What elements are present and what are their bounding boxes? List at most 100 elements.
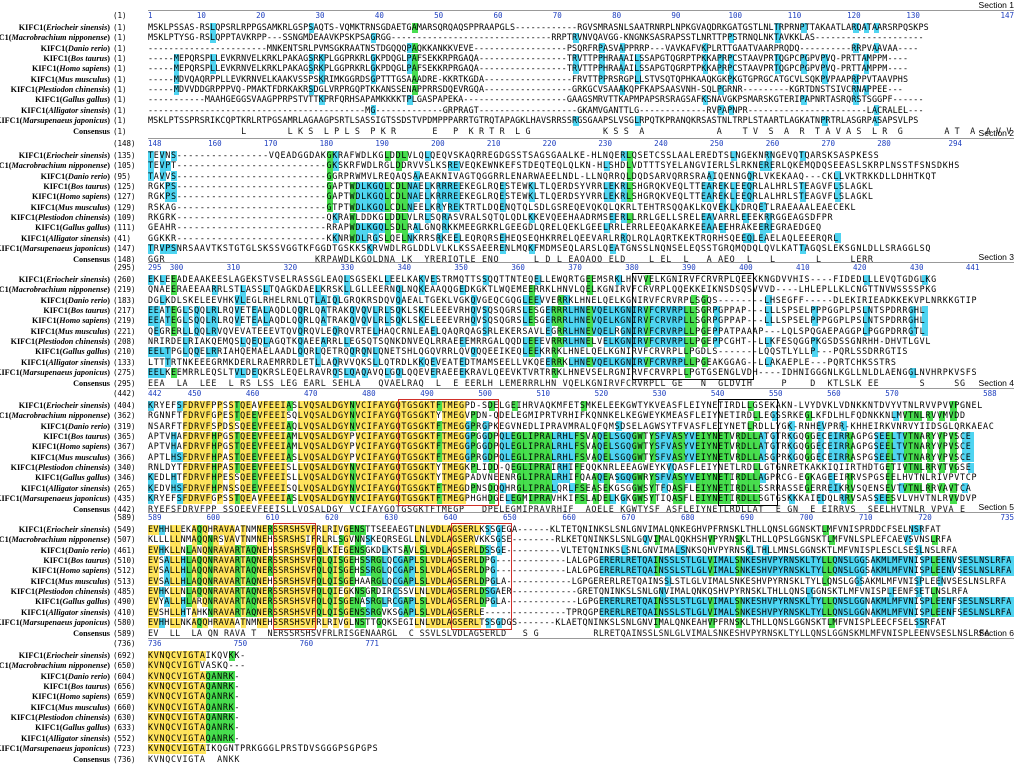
residue-highlight — [592, 472, 599, 483]
residue-highlight — [311, 545, 318, 556]
residue-highlight — [298, 336, 305, 347]
residue-highlight — [321, 441, 328, 452]
residue-highlight — [459, 367, 466, 378]
residue-highlight — [419, 421, 426, 432]
residue-highlight — [217, 472, 224, 483]
species-label: KIFC1(Danio rerio) — [40, 43, 110, 53]
residue-highlight — [765, 357, 772, 368]
species-label: KIFC1(Marsupenaeus japonicus) — [0, 743, 110, 754]
residue-highlight — [257, 431, 264, 442]
residue-highlight — [153, 524, 160, 535]
residue-highlight — [191, 596, 198, 607]
residue-highlight — [431, 545, 437, 556]
residue-highlight — [361, 191, 368, 202]
residue-highlight — [763, 545, 770, 556]
consensus-row: Consensus (148) GGR KRPAWDLKGQLDNA LK YRER… — [0, 254, 1020, 265]
residue-highlight — [338, 421, 345, 432]
aligned-sequence: TAVVS--------------------------GGRPRWMVL… — [148, 170, 937, 181]
residue-highlight — [326, 421, 334, 432]
aligned-sequence: KVNQCVIGTAQANRK- — [148, 691, 241, 702]
residue-highlight — [771, 410, 778, 421]
residue-highlight — [431, 596, 437, 607]
residue-highlight — [164, 555, 171, 566]
residue-highlight — [910, 524, 917, 535]
residue-highlight — [719, 222, 726, 233]
species-label: KIFC1(Eriocheir sinensis) — [18, 525, 110, 534]
residue-highlight — [286, 400, 293, 411]
gene-name: KIFC1 — [10, 587, 36, 597]
consensus-label: Consensus — [73, 628, 110, 638]
residue-highlight — [414, 607, 421, 618]
residue-highlight — [621, 357, 628, 368]
residue-highlight — [790, 607, 797, 618]
residue-highlight — [402, 462, 409, 473]
residue-highlight — [390, 493, 397, 504]
residue-highlight — [414, 565, 421, 576]
residue-highlight — [654, 596, 661, 607]
residue-highlight — [529, 191, 536, 202]
residue-highlight — [384, 233, 391, 244]
residue-highlight — [378, 452, 385, 463]
residue-highlight — [877, 565, 884, 576]
residue-highlight — [384, 315, 391, 326]
residue-highlight — [194, 681, 201, 692]
residue-highlight — [218, 607, 225, 618]
residue-highlight — [696, 493, 703, 504]
residue-highlight — [188, 462, 195, 473]
residue-highlight — [217, 410, 224, 421]
residue-highlight — [742, 452, 749, 463]
residue-highlight — [211, 284, 218, 295]
ruler-tick: 470 — [303, 389, 318, 398]
residue-highlight — [205, 326, 212, 337]
residue-highlight — [569, 441, 576, 452]
residue-highlight — [419, 452, 426, 463]
residue-highlight — [679, 441, 686, 452]
sequence-row: KIFC1(Eriocheir sinensis) (404) KRYEFSFDRV… — [0, 400, 1020, 411]
residue-highlight — [398, 607, 405, 618]
residue-highlight — [263, 336, 270, 347]
residue-highlight — [557, 336, 564, 347]
row-start-position: (260) — [113, 275, 136, 284]
residue-highlight — [500, 181, 507, 192]
row-start-position: (41) — [113, 233, 132, 243]
residue-highlight — [396, 284, 403, 295]
residue-highlight — [598, 326, 605, 337]
organism-name: Homo sapiens — [59, 566, 108, 576]
residue-highlight — [171, 472, 178, 483]
row-start-position: (319) — [113, 421, 136, 431]
residue-highlight — [748, 483, 755, 494]
residue-highlight — [315, 462, 322, 473]
residue-highlight — [175, 524, 181, 535]
residue-highlight — [298, 493, 305, 504]
residue-highlight — [619, 84, 626, 95]
residue-highlight — [224, 586, 230, 597]
residue-highlight — [823, 524, 830, 535]
residue-highlight — [419, 315, 426, 326]
residue-highlight — [638, 326, 645, 337]
residue-highlight — [469, 524, 476, 535]
residue-highlight — [262, 607, 269, 618]
sequence-row: KIFC1(Danio rerio) (461) EVHKLLNLANQNRAVAR… — [0, 545, 1020, 556]
residue-highlight — [211, 346, 218, 357]
residue-highlight — [459, 421, 466, 432]
sequence-row: KIFC1(Macrobrachium nipponense)(105)TEVP… — [0, 160, 1020, 171]
residue-highlight — [240, 431, 247, 442]
residue-highlight — [796, 555, 802, 566]
residue-highlight — [235, 576, 241, 587]
residue-highlight — [402, 410, 409, 421]
residue-highlight — [725, 607, 732, 618]
residue-highlight — [246, 431, 253, 442]
residue-highlight — [229, 607, 236, 618]
residue-highlight — [835, 431, 842, 442]
species-label: KIFC1(Homo sapiens) — [31, 316, 110, 326]
residue-highlight — [763, 596, 770, 607]
species-label: KIFC1(Marsupenaeus japonicus) — [0, 367, 110, 378]
residue-highlight — [173, 84, 180, 95]
residue-highlight — [246, 452, 253, 463]
residue-highlight — [298, 421, 305, 432]
residue-highlight — [621, 336, 628, 347]
aligned-sequence: KEDLHTFDRVFHPESSQEEVFEEISLLVQSALDGYNVCIF… — [148, 472, 978, 483]
residue-highlight — [182, 743, 189, 754]
residue-highlight — [308, 22, 315, 33]
residue-highlight — [937, 596, 944, 607]
